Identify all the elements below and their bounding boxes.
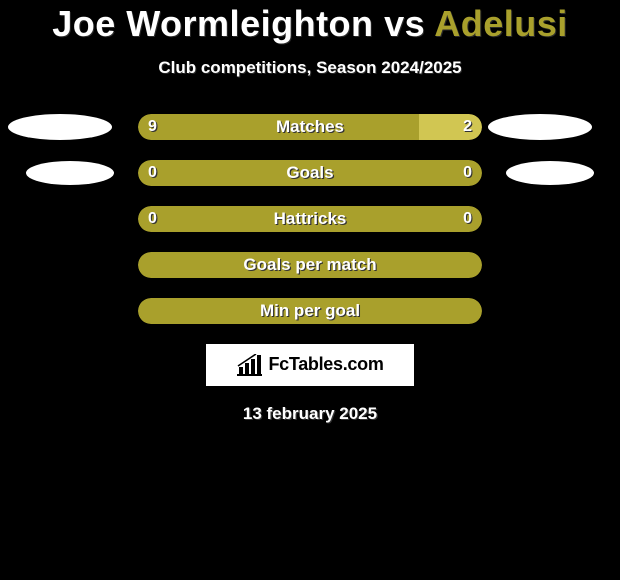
stat-right-value: 2 <box>463 114 472 140</box>
chart-icon <box>236 354 262 376</box>
page-title: Joe Wormleighton vs Adelusi <box>0 0 620 44</box>
player1-name: Joe Wormleighton <box>52 3 373 44</box>
bar-full-segment <box>138 252 482 278</box>
subtitle: Club competitions, Season 2024/2025 <box>0 58 620 78</box>
player2-ellipse <box>488 114 592 140</box>
stat-bar: Matches92 <box>138 114 482 140</box>
date-text: 13 february 2025 <box>0 404 620 424</box>
comparison-infographic: Joe Wormleighton vs Adelusi Club competi… <box>0 0 620 580</box>
stat-rows: Matches92Goals00Hattricks00Goals per mat… <box>0 114 620 324</box>
player1-ellipse <box>26 161 114 185</box>
stat-left-value: 0 <box>148 160 157 186</box>
bar-right-segment <box>419 114 482 140</box>
stat-left-value: 9 <box>148 114 157 140</box>
bar-full-segment <box>138 160 482 186</box>
brand-box: FcTables.com <box>206 344 414 386</box>
stat-row: Hattricks00 <box>0 206 620 232</box>
player2-name: Adelusi <box>434 3 568 44</box>
stat-row: Goals per match <box>0 252 620 278</box>
player1-ellipse <box>8 114 112 140</box>
brand-text: FcTables.com <box>268 354 383 375</box>
stat-bar: Goals per match <box>138 252 482 278</box>
stat-bar: Hattricks00 <box>138 206 482 232</box>
stat-row: Min per goal <box>0 298 620 324</box>
stat-bar: Goals00 <box>138 160 482 186</box>
stat-bar: Min per goal <box>138 298 482 324</box>
player2-ellipse <box>506 161 594 185</box>
bar-full-segment <box>138 298 482 324</box>
stat-right-value: 0 <box>463 160 472 186</box>
stat-left-value: 0 <box>148 206 157 232</box>
bar-left-segment <box>138 114 419 140</box>
bar-full-segment <box>138 206 482 232</box>
title-vs: vs <box>384 3 425 44</box>
stat-right-value: 0 <box>463 206 472 232</box>
